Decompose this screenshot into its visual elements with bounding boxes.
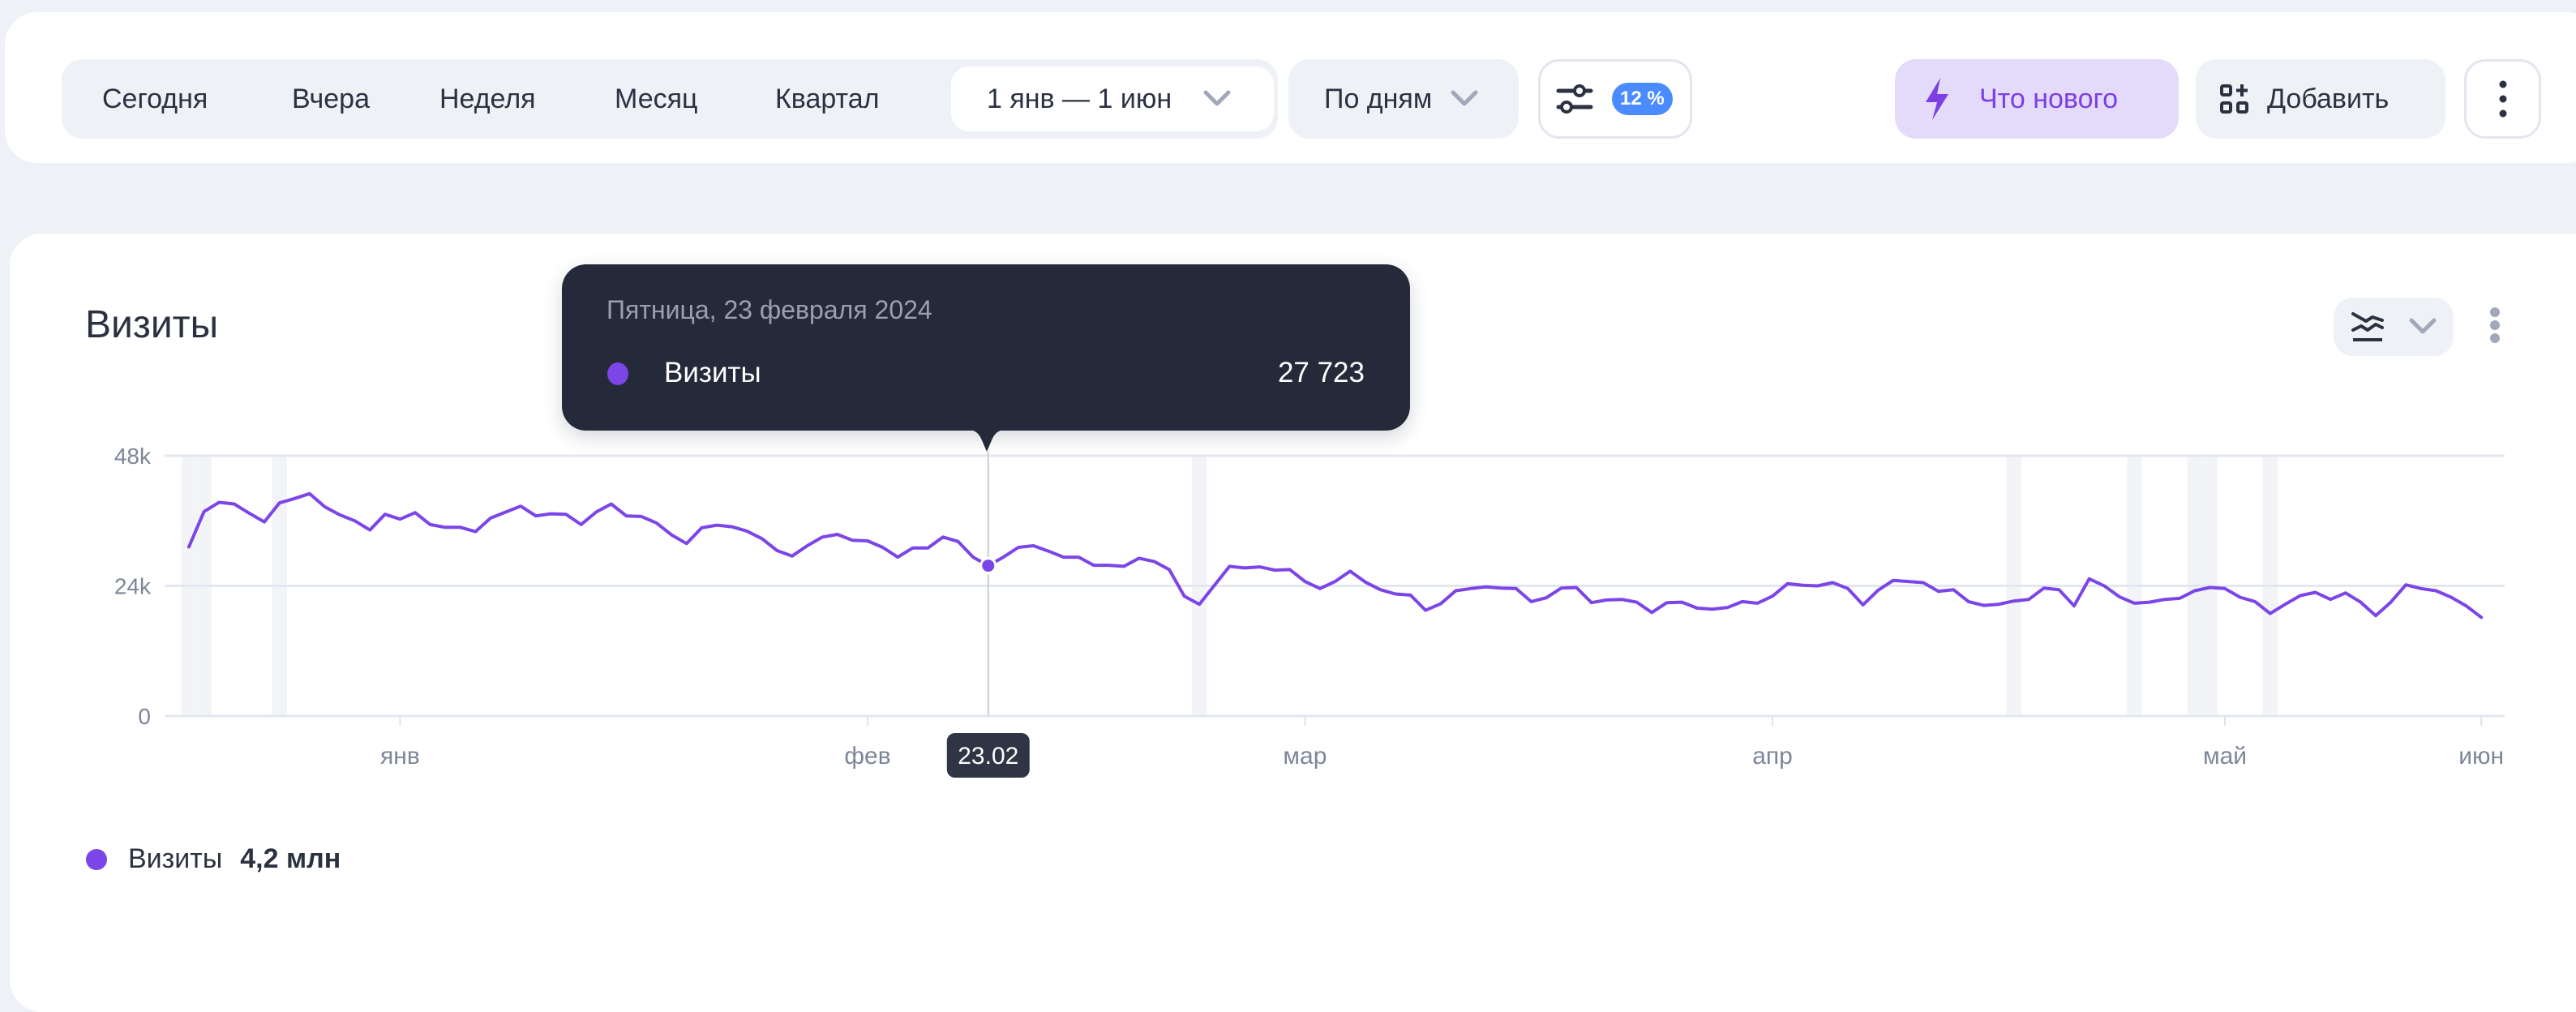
- series-line-visits: [187, 491, 2484, 620]
- tooltip-metric: Визиты: [664, 357, 761, 388]
- period-yesterday[interactable]: Вчера: [292, 84, 370, 114]
- filter-badge: 12 %: [1612, 83, 1673, 115]
- x-tick-label: май: [2203, 743, 2247, 770]
- line-chart-icon: [2351, 312, 2384, 341]
- more-vertical-icon: [2499, 80, 2506, 118]
- add-label: Добавить: [2267, 83, 2390, 114]
- toolbar: Сегодня Вчера Неделя Месяц Квартал 1 янв…: [5, 12, 2576, 163]
- lightning-icon: [1926, 78, 1948, 120]
- chevron-down-icon: [1451, 90, 1478, 106]
- tooltip-dot-icon: [607, 362, 628, 385]
- y-tick-label: 0: [138, 704, 151, 729]
- visits-chart: 0 24k 48k янв фев мар апр май июн 23.02: [114, 444, 2505, 778]
- chevron-down-icon: [1203, 90, 1231, 106]
- date-range-label: 1 янв — 1 июн: [987, 84, 1172, 114]
- whats-new-label: Что нового: [1979, 83, 2119, 114]
- tooltip-date: Пятница, 23 февраля 2024: [606, 295, 932, 324]
- period-selector: Сегодня Вчера Неделя Месяц Квартал 1 янв…: [62, 59, 1278, 139]
- tooltip-arrow: [962, 429, 1011, 452]
- x-tick-label: янв: [380, 743, 420, 770]
- widget-more-icon[interactable]: [2489, 307, 2501, 347]
- tooltip-value: 27 723: [1277, 357, 1365, 388]
- grouping-label: По дням: [1324, 83, 1433, 114]
- x-tick-label: фев: [844, 743, 890, 770]
- legend-label: Визиты: [128, 843, 223, 874]
- add-widget-icon: [2220, 84, 2248, 114]
- sliders-icon: [1556, 84, 1593, 114]
- period-month[interactable]: Месяц: [615, 84, 698, 114]
- legend-total: 4,2 млн: [240, 843, 341, 874]
- chevron-down-icon: [2409, 318, 2437, 334]
- legend-dot-icon: [86, 848, 107, 870]
- hover-date-label: 23.02: [958, 743, 1018, 770]
- legend-item[interactable]: Визиты 4,2 млн: [86, 843, 341, 875]
- period-week[interactable]: Неделя: [439, 84, 536, 114]
- chart-type-dropdown[interactable]: [2334, 298, 2454, 356]
- y-tick-label: 48k: [114, 444, 152, 469]
- grouping-dropdown[interactable]: По дням: [1288, 59, 1519, 139]
- hover-date-badge: [946, 733, 1030, 778]
- x-tick-label: июн: [2458, 743, 2504, 770]
- x-tick-label: апр: [1752, 743, 1793, 770]
- period-quarter[interactable]: Квартал: [775, 84, 880, 114]
- widget-title: Визиты: [85, 303, 219, 346]
- whats-new-button[interactable]: Что нового: [1895, 59, 2179, 139]
- period-today[interactable]: Сегодня: [102, 84, 208, 114]
- date-range-picker[interactable]: 1 янв — 1 июн: [951, 66, 1274, 131]
- y-tick-label: 24k: [114, 574, 152, 599]
- filters-button[interactable]: 12 %: [1538, 59, 1692, 139]
- chart-tooltip: Пятница, 23 февраля 2024 Визиты 27 723: [562, 264, 1410, 431]
- add-button[interactable]: Добавить: [2196, 59, 2445, 139]
- more-menu-button[interactable]: [2464, 59, 2541, 139]
- x-tick-label: мар: [1283, 743, 1327, 770]
- hover-point: [979, 557, 997, 575]
